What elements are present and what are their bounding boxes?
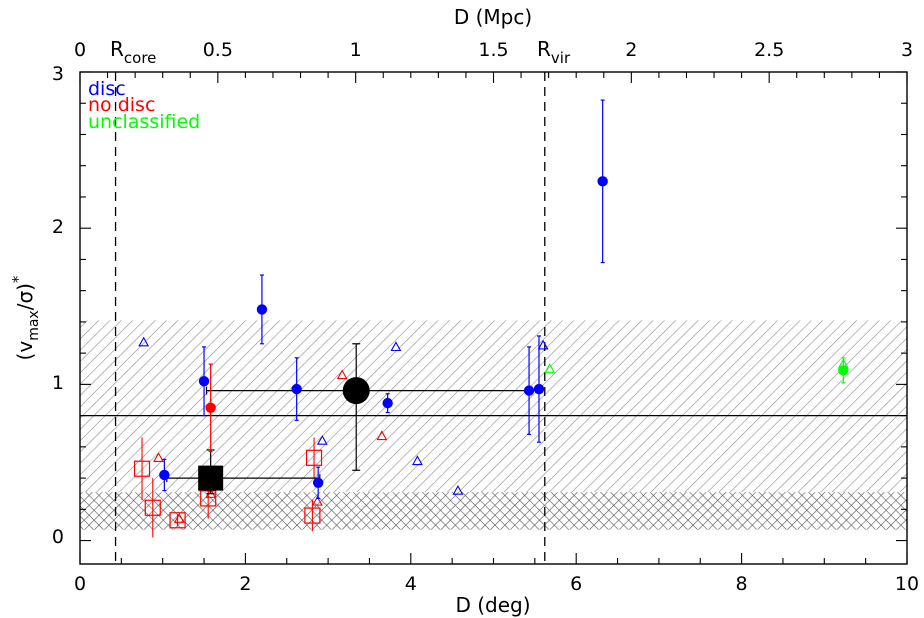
legend: disc no disc unclassified [88,78,200,133]
data-point [838,365,849,376]
y-tick-label: 1 [52,372,64,394]
triangle-marker [544,363,556,373]
open-square-marker [304,507,321,524]
triangle-marker [390,341,402,352]
x-axis-label: D (deg) [455,593,530,617]
y-axis-label: (vmax/σ)* [9,275,42,360]
triangle-marker [411,455,423,466]
triangle-marker [316,434,328,445]
x-tick-label: 4 [405,573,417,595]
open-square-marker [169,512,186,529]
data-marks [133,99,849,538]
legend-label-disc: disc [88,78,126,100]
top-x-tick-label: 0.5 [203,39,233,61]
crosshatched-band [80,492,907,530]
x-tick-label: 6 [570,573,582,595]
triangle-marker [153,452,164,462]
triangle-marker [311,495,323,506]
shaded-bands [80,320,907,530]
triangle-marker [376,430,388,441]
top-x-tick-label: 1.5 [478,39,508,61]
triangle-marker [138,336,150,347]
data-point [256,304,268,315]
y-tick-label: 3 [52,63,64,85]
x-tick-label: 10 [895,573,919,595]
data-point [382,397,393,409]
y-tick-label: 0 [52,526,64,548]
axis-ticks [79,71,908,564]
triangle-marker [537,339,549,350]
top-x-tick-label: 1 [350,39,362,61]
open-square-marker [200,490,217,507]
top-x-tick-label: 0 [74,39,86,61]
mean-circle-marker [342,377,370,405]
open-square-marker [144,499,161,516]
r-vir-label: Rvir [537,37,571,67]
legend-label-no-disc: no disc [88,94,155,116]
triangle-marker [452,484,464,495]
x-tick-label: 0 [74,573,86,595]
x-tick-label: 8 [736,573,748,595]
open-square-marker [133,460,151,477]
data-point [159,469,170,481]
data-point [205,402,216,414]
triangle-marker [173,513,185,523]
r-core-label: Rcore [110,37,156,67]
data-point [533,383,545,395]
data-point [312,477,324,488]
top-x-tick-label: 2 [625,39,637,61]
top-x-axis-label: D (Mpc) [454,5,532,29]
reference-lines [80,72,907,564]
x-tick-label: 2 [239,573,251,595]
legend-label-unclassified: unclassified [88,111,200,133]
triangle-marker [336,369,348,380]
top-tick-labels: 0 0.5 1 1.5 2 2.5 3 [74,39,913,61]
data-point [597,176,608,187]
data-point [523,385,535,396]
open-square-marker [305,449,323,466]
mean-square-marker [198,465,224,491]
bottom-tick-labels: 0 2 4 6 8 10 [74,573,919,595]
top-x-tick-label: 2.5 [754,39,784,61]
y-tick-labels: 0 1 2 3 [52,63,64,548]
data-point [198,376,210,387]
y-tick-label: 2 [52,216,64,238]
data-point [291,383,302,395]
top-x-tick-label: 3 [901,39,913,61]
